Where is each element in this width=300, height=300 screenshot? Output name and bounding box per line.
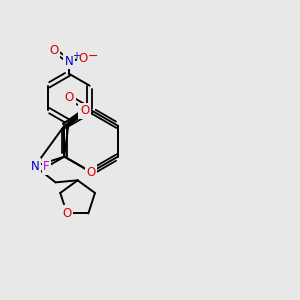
Text: +: + <box>72 51 80 61</box>
Text: N: N <box>64 55 73 68</box>
Text: O: O <box>62 207 71 220</box>
Text: N: N <box>31 160 39 173</box>
Text: O: O <box>86 166 96 178</box>
Text: O: O <box>65 91 74 104</box>
Text: O: O <box>79 52 88 65</box>
Text: −: − <box>88 50 98 62</box>
Text: O: O <box>50 44 59 56</box>
Text: F: F <box>43 160 50 173</box>
Text: O: O <box>80 104 89 118</box>
